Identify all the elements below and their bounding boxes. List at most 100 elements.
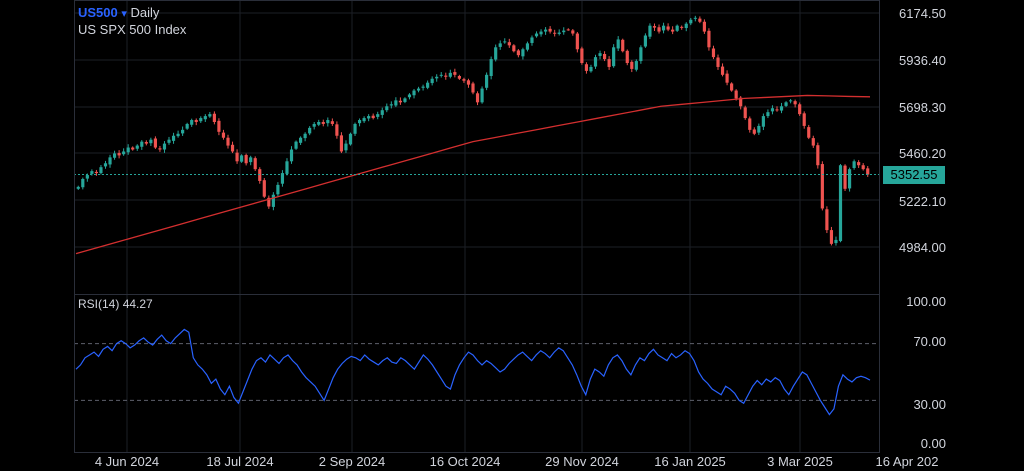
candle-body [394, 100, 398, 106]
candle-body [167, 139, 171, 143]
candle-body [194, 120, 198, 122]
candle-body [834, 239, 838, 244]
candle-body [94, 171, 99, 174]
time-tick: 18 Jul 2024 [206, 454, 274, 469]
candle-body [684, 23, 688, 29]
candle-body [557, 32, 561, 34]
interval-label[interactable]: Daily [130, 5, 160, 20]
candle-body [448, 72, 452, 77]
candle-body [317, 121, 321, 125]
candle-body [571, 30, 575, 34]
candle-body [435, 76, 439, 79]
price-tick: 5698.30 [899, 100, 946, 115]
candle-body [407, 94, 412, 98]
candle-body [825, 209, 829, 231]
candle-body [607, 59, 611, 67]
candle-body [847, 169, 852, 189]
candle-body [190, 120, 194, 125]
candle-body [112, 153, 117, 158]
candle-body [140, 141, 144, 147]
candle-body [235, 152, 239, 162]
symbol-button[interactable]: US500 [78, 5, 118, 20]
candle-body [253, 158, 257, 170]
candle-body [580, 48, 584, 64]
candle-body [657, 27, 661, 32]
candle-body [326, 120, 330, 124]
candle-body [816, 145, 820, 166]
candle-body [802, 113, 806, 126]
candle-body [743, 107, 747, 119]
candle-body [866, 168, 870, 175]
candle-body [185, 123, 189, 129]
rsi-label: RSI(14) [78, 297, 120, 311]
candle-body [244, 155, 248, 164]
candle-body [625, 50, 629, 64]
last-price-badge: 5352.55 [883, 166, 945, 184]
candle-body [675, 25, 679, 31]
candle-body [807, 127, 811, 138]
candle-body [389, 104, 393, 106]
candle-body [530, 37, 534, 43]
candle-body [444, 75, 448, 77]
candle-body [553, 32, 557, 34]
candle-body [221, 132, 226, 138]
candle-body [240, 155, 244, 162]
candle-body [271, 194, 275, 207]
candle-body [367, 116, 371, 119]
candle-body [720, 66, 725, 75]
candle-body [480, 88, 484, 103]
candle-body [757, 125, 761, 133]
candle-body [103, 163, 108, 167]
candle-body [711, 48, 716, 58]
rsi-tick: 100.00 [906, 294, 946, 309]
candle-body [421, 86, 425, 88]
candle-body [81, 178, 85, 188]
chevron-down-icon[interactable]: ▾ [121, 8, 127, 20]
candle-body [462, 79, 466, 81]
candle-body [144, 142, 148, 144]
time-tick: 3 Mar 2025 [767, 454, 833, 469]
candle-body [90, 171, 94, 174]
candle-body [661, 25, 666, 31]
candle-body [770, 108, 775, 112]
price-tick: 5936.40 [899, 53, 946, 68]
candle-body [730, 83, 734, 91]
candle-body [371, 115, 375, 119]
candle-body [652, 26, 657, 28]
candle-body [680, 26, 684, 28]
rsi-tick: 0.00 [920, 436, 946, 451]
candle-body [162, 143, 167, 150]
price-pane[interactable] [74, 0, 880, 295]
candle-body [181, 129, 185, 134]
candle-body [299, 137, 303, 143]
candle-body [820, 164, 824, 209]
candle-body [779, 106, 784, 111]
candle-body [294, 141, 298, 149]
candle-body [702, 21, 706, 32]
rsi-pane[interactable] [74, 295, 880, 453]
candle-body [811, 138, 815, 146]
candle-body [339, 135, 344, 152]
candle-body [503, 41, 507, 43]
candle-body [335, 124, 339, 136]
candle-body [475, 93, 480, 103]
candle-body [85, 175, 89, 179]
candle-body [466, 80, 471, 85]
candle-body [321, 121, 325, 124]
candle-body [353, 123, 357, 134]
candle-body [521, 49, 525, 57]
candle-body [280, 173, 285, 184]
candle-body [149, 139, 153, 144]
candle-body [548, 28, 552, 32]
candle-body [634, 61, 638, 70]
candle-body [289, 149, 294, 162]
candle-body [689, 19, 693, 24]
candle-body [793, 101, 797, 105]
candle-body [285, 161, 289, 174]
candle-body [357, 120, 362, 124]
candle-body [544, 29, 548, 32]
candle-body [76, 186, 80, 189]
rsi-pane-border [74, 294, 880, 453]
candle-body [348, 133, 353, 145]
rsi-legend[interactable]: RSI(14) 44.27 [78, 297, 153, 311]
